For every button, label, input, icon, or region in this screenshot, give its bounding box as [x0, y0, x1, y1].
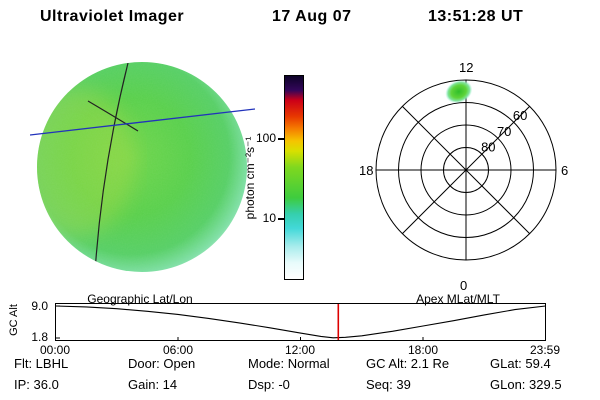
lat-lon-grid-line-parallel [87, 100, 139, 132]
gcalt-curve [55, 305, 546, 339]
status-gc-alt: GC Alt: 2.1 Re [366, 356, 450, 371]
status-dsp: Dsp: -0 [248, 377, 290, 392]
mlt-label-6: 6 [561, 163, 568, 178]
timeline-left-title: Geographic Lat/Lon [87, 292, 193, 306]
timeline-right-title: Apex MLat/MLT [416, 292, 500, 306]
polar-plot-apex-mlat-mlt: 12 18 6 0 60 70 80 [359, 60, 568, 293]
timeline-ylabel: GC Alt [8, 304, 20, 336]
colorbar-tick-100-mark [278, 138, 284, 140]
timeline-xtick-1200: 12:00 [284, 343, 316, 357]
mlt-label-18: 18 [359, 163, 373, 178]
date-label: 17 Aug 07 [272, 8, 352, 25]
colorbar-tick-10: 10 [262, 211, 276, 225]
polar-grid [375, 79, 557, 261]
mlat-label-80: 80 [481, 140, 495, 155]
status-door: Door: Open [128, 356, 196, 371]
track-line [30, 108, 255, 136]
timeline-ytick-top: 9.0 [31, 299, 48, 313]
timeline-xtick-0000: 00:00 [39, 343, 71, 357]
status-flt: Flt: LBHL [14, 356, 69, 371]
mlt-label-12: 12 [459, 60, 473, 75]
colorbar-tick-10-mark [278, 218, 284, 220]
colorbar [284, 75, 304, 280]
chart-frame [55, 303, 546, 341]
mlat-label-70: 70 [497, 124, 511, 139]
timeline-xtick-0600: 06:00 [162, 343, 194, 357]
uv-earth-disk-image [30, 62, 255, 272]
time-label: 13:51:28 UT [428, 8, 524, 25]
disk-noise-texture [37, 62, 247, 272]
status-ip: IP: 36.0 [14, 377, 59, 392]
gcalt-timeline-chart [55, 303, 546, 341]
status-mode: Mode: Normal [248, 356, 330, 371]
aurora-emission-blob [445, 80, 473, 104]
timeline-xtick-2359: 23:59 [529, 343, 561, 357]
status-glat: GLat: 59.4 [490, 356, 551, 371]
status-gain: Gain: 14 [128, 377, 178, 392]
status-glon: GLon: 329.5 [490, 377, 562, 392]
lat-lon-grid-line-meridian [94, 62, 129, 272]
mlt-label-0: 0 [460, 278, 467, 293]
status-seq: Seq: 39 [366, 377, 411, 392]
mlat-label-60: 60 [513, 108, 527, 123]
timeline-xtick-1800: 18:00 [407, 343, 439, 357]
timeline-ytick-bottom: 1.8 [31, 330, 48, 344]
page-title: Ultraviolet Imager [40, 8, 185, 25]
colorbar-tick-100: 100 [255, 131, 276, 145]
